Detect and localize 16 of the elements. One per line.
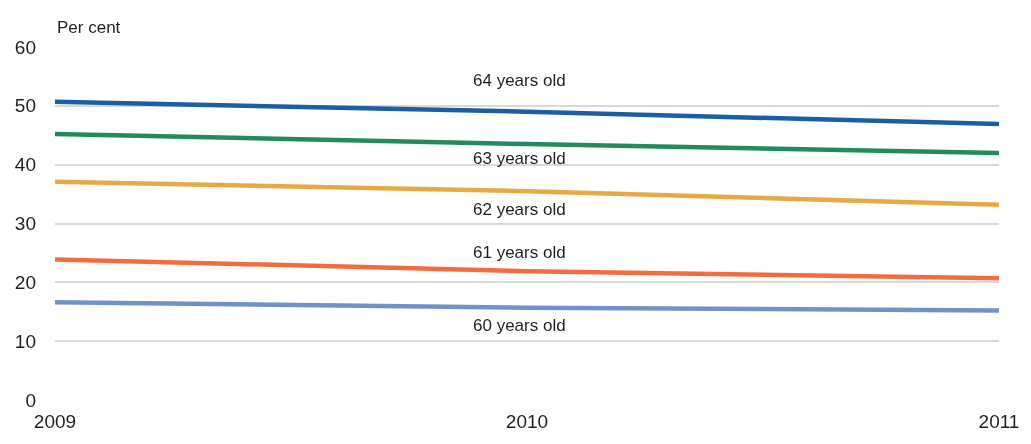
series-label: 64 years old <box>473 71 566 90</box>
y-tick-label: 0 <box>25 389 36 411</box>
series-label: 61 years old <box>473 243 566 262</box>
y-tick-label: 10 <box>14 330 36 352</box>
y-tick-label: 60 <box>14 36 36 58</box>
y-tick-label: 40 <box>14 154 36 176</box>
y-tick-label: 30 <box>14 213 36 235</box>
x-tick-label: 2011 <box>978 411 1020 432</box>
series-label: 60 years old <box>473 316 566 335</box>
x-tick-label: 2009 <box>33 411 77 432</box>
series-label: 63 years old <box>473 149 566 168</box>
x-tick-label: 2010 <box>505 411 549 432</box>
y-tick-label: 50 <box>14 95 36 117</box>
series-label: 62 years old <box>473 200 566 219</box>
y-axis-title: Per cent <box>57 18 121 37</box>
y-tick-label: 20 <box>14 271 36 293</box>
